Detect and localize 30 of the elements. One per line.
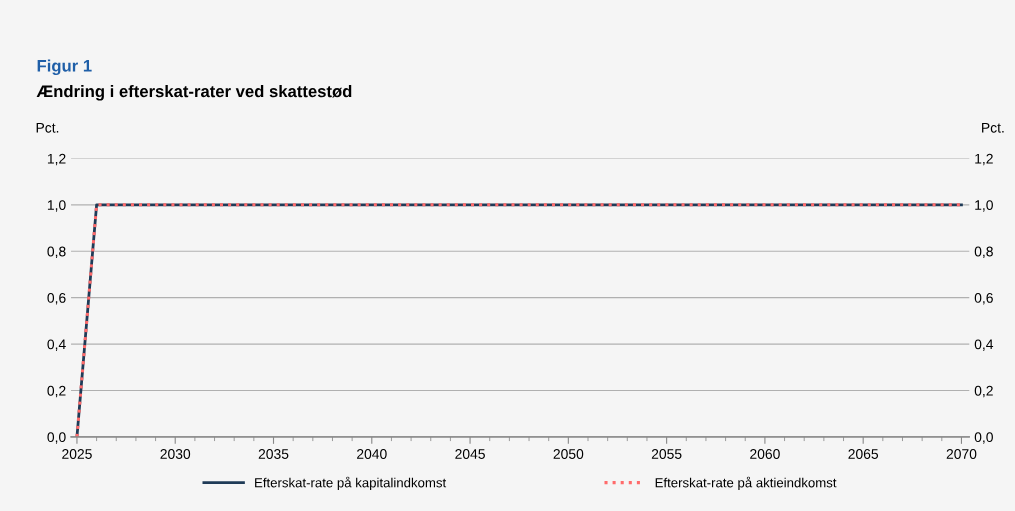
legend-label: Efterskat-rate på aktieindkomst	[655, 476, 837, 490]
x-tick-label: 2060	[750, 449, 780, 459]
y2-tick-label: 0,2	[974, 385, 993, 398]
y-tick-label: 0,8	[47, 246, 66, 259]
x-tick-label: 2065	[848, 449, 879, 459]
x-tick-label: 2070	[946, 449, 977, 459]
x-tick-label: 2055	[651, 449, 682, 459]
x-tick-label: 2025	[62, 449, 92, 459]
y2-tick-label: 1,0	[975, 200, 993, 212]
y-tick-label: 0,0	[47, 432, 66, 444]
y-tick-label: 1,0	[47, 200, 66, 212]
x-tick-label: 2040	[357, 449, 387, 459]
chart-title: Figur 1	[37, 59, 92, 76]
y2-tick-label: 0,6	[974, 292, 993, 305]
y2-tick-label: 0,8	[974, 246, 993, 259]
x-tick-label: 2035	[258, 449, 289, 459]
chart-subtitle: Ændring i efterskat-rater ved skattestød	[36, 85, 352, 101]
legend-label: Efterskat-rate på kapitalindkomst	[255, 476, 447, 490]
y2-tick-label: 0,0	[974, 432, 993, 444]
y-axis-title: Pct.	[36, 122, 59, 133]
y2-axis-title: Pct.	[982, 122, 1004, 133]
y-tick-label: 0,4	[47, 339, 66, 351]
y-tick-label: 1,2	[47, 153, 66, 166]
y2-tick-label: 0,4	[974, 339, 994, 351]
x-tick-label: 2050	[553, 449, 584, 459]
y2-tick-label: 1,2	[975, 153, 993, 166]
x-tick-label: 2030	[160, 449, 191, 459]
y-tick-label: 0,6	[47, 292, 66, 305]
x-tick-label: 2045	[455, 449, 485, 459]
y-tick-label: 0,2	[47, 385, 66, 398]
